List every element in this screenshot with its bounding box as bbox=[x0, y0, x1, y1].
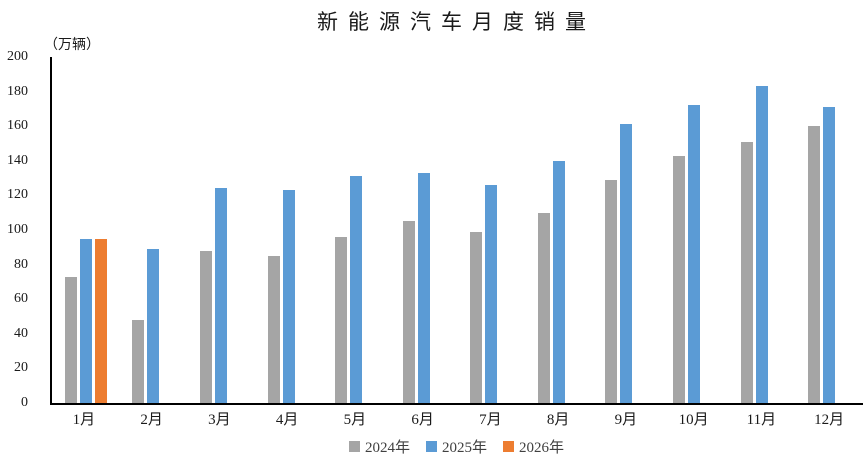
x-axis-label-10月: 10月 bbox=[678, 412, 709, 428]
bar-group-6月 bbox=[390, 57, 458, 403]
bar-2025年-10月 bbox=[687, 105, 700, 403]
bar-2025年-2月 bbox=[147, 249, 160, 403]
legend-swatch-icon bbox=[425, 441, 437, 452]
bar-2024年-5月 bbox=[335, 236, 348, 403]
bar-group-11月 bbox=[728, 57, 796, 403]
y-axis-tick-label: 80 bbox=[14, 256, 28, 272]
bar-group-10月 bbox=[660, 57, 728, 403]
bar-2024年-3月 bbox=[199, 250, 212, 403]
bar-2026年-1月 bbox=[94, 238, 107, 403]
x-axis-label-8月: 8月 bbox=[546, 412, 570, 428]
legend-item-2025年: 2025年 bbox=[425, 436, 487, 457]
x-axis-label-1月: 1月 bbox=[72, 412, 96, 428]
bar-2024年-1月 bbox=[64, 276, 77, 403]
bar-2024年-9月 bbox=[605, 179, 618, 403]
x-axis-label-2月: 2月 bbox=[140, 412, 163, 428]
bar-2024年-4月 bbox=[267, 255, 280, 403]
y-axis-tick-label: 20 bbox=[14, 360, 28, 376]
y-axis-tick-label: 0 bbox=[21, 395, 28, 410]
bar-2024年-10月 bbox=[672, 155, 685, 403]
x-axis-label-4月: 4月 bbox=[275, 412, 299, 428]
bar-2024年-2月 bbox=[132, 319, 145, 403]
legend-label: 2026年 bbox=[519, 440, 565, 456]
legend-label: 2024年 bbox=[364, 440, 410, 456]
bar-2025年-9月 bbox=[620, 124, 633, 403]
y-axis-tick-label: 180 bbox=[7, 83, 28, 99]
x-axis-label-9月: 9月 bbox=[614, 412, 638, 428]
legend-item-2024年: 2024年 bbox=[348, 436, 410, 457]
bar-2024年-8月 bbox=[537, 212, 550, 403]
bar-2025年-12月 bbox=[823, 107, 836, 403]
bar-2024年-11月 bbox=[740, 141, 753, 403]
bar-2024年-12月 bbox=[808, 126, 821, 403]
legend-item-2026年: 2026年 bbox=[503, 436, 564, 457]
bar-2025年-8月 bbox=[552, 160, 565, 403]
legend-swatch-icon bbox=[503, 441, 514, 452]
chart-title: 新能源汽车月度销量 bbox=[317, 10, 596, 34]
x-axis-label-7月: 7月 bbox=[479, 412, 502, 428]
bar-2025年-4月 bbox=[282, 190, 295, 403]
bar-2024年-6月 bbox=[402, 221, 415, 403]
bar-group-9月 bbox=[593, 57, 661, 403]
x-axis-label-3月: 3月 bbox=[208, 412, 231, 428]
bar-group-3月 bbox=[187, 57, 255, 403]
bar-group-7月 bbox=[457, 57, 525, 403]
bar-2025年-3月 bbox=[214, 188, 227, 403]
y-axis-tick-label: 120 bbox=[7, 187, 28, 203]
bar-group-2月 bbox=[120, 57, 188, 403]
bar-group-1月 bbox=[52, 57, 120, 403]
y-axis-tick-label: 160 bbox=[7, 118, 28, 134]
legend: 2024年 2025年 2026年 bbox=[50, 436, 863, 457]
y-axis-tick-label: 40 bbox=[14, 325, 28, 341]
legend-swatch-icon bbox=[348, 441, 360, 452]
bar-2025年-6月 bbox=[417, 172, 430, 403]
bar-2024年-7月 bbox=[470, 231, 483, 403]
y-axis-tick-label: 60 bbox=[14, 291, 28, 307]
y-axis-unit-label: （万辆） bbox=[44, 38, 100, 53]
legend-label: 2025年 bbox=[441, 440, 487, 456]
bar-group-5月 bbox=[322, 57, 390, 403]
bar-group-12月 bbox=[795, 57, 863, 403]
bar-2025年-1月 bbox=[79, 238, 92, 403]
x-axis-label-12月: 12月 bbox=[814, 412, 845, 428]
bar-2025年-11月 bbox=[755, 86, 768, 403]
y-axis-tick-label: 140 bbox=[7, 152, 28, 168]
x-axis-label-6月: 6月 bbox=[411, 412, 434, 428]
y-axis-tick-label: 100 bbox=[7, 222, 28, 237]
bar-2025年-7月 bbox=[485, 185, 498, 403]
bar-group-8月 bbox=[525, 57, 593, 403]
plot-area bbox=[50, 57, 863, 405]
x-axis-label-5月: 5月 bbox=[343, 412, 367, 428]
y-axis-tick-label: 200 bbox=[7, 49, 28, 64]
bar-group-4月 bbox=[255, 57, 323, 403]
x-axis-labels: 1月 2月 3月 4月 5月 6月 7月 8月 9月 10月 11月 12月 bbox=[50, 408, 863, 429]
bar-2025年-5月 bbox=[350, 176, 363, 403]
x-axis-label-11月: 11月 bbox=[746, 412, 777, 428]
